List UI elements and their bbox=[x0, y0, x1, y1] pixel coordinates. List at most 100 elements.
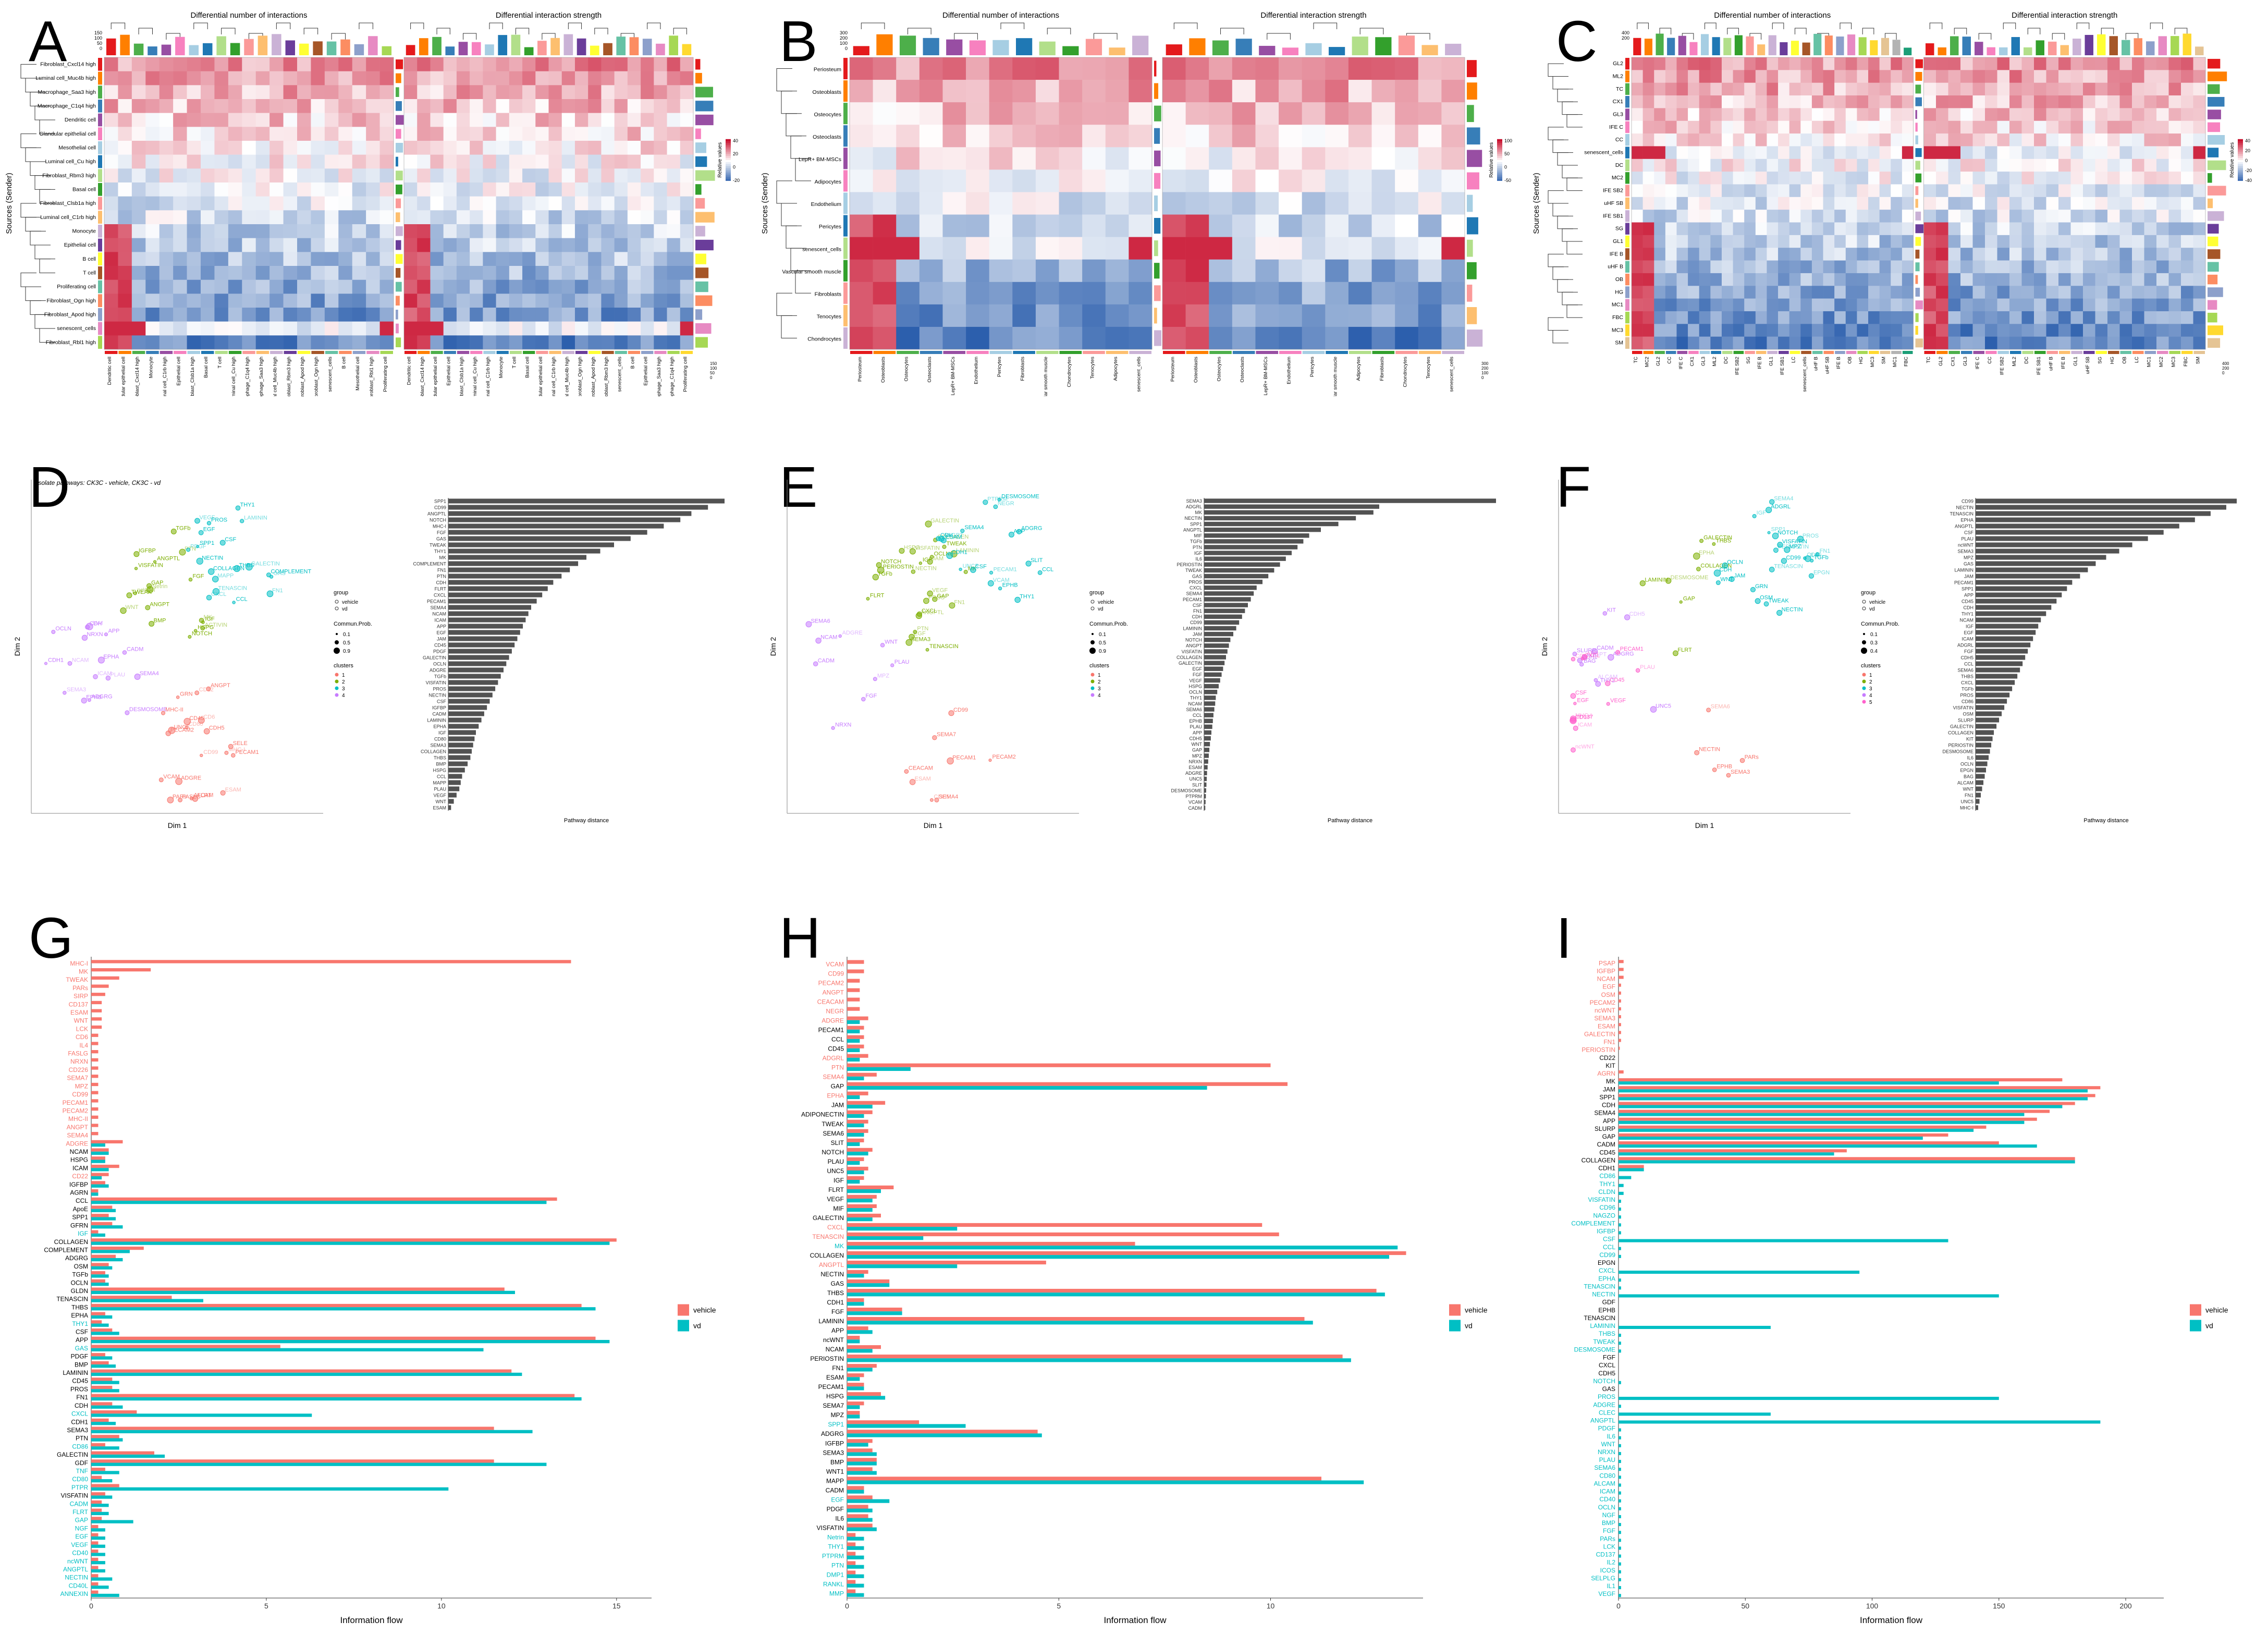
embedding-point bbox=[911, 569, 916, 574]
column-color-chip bbox=[1961, 351, 1972, 354]
column-dendrogram bbox=[410, 22, 687, 40]
flow-category-label: FN1 bbox=[1603, 1039, 1615, 1046]
column-label: T cell bbox=[217, 357, 223, 369]
heatmap-cell bbox=[1105, 169, 1129, 192]
column-color-chip bbox=[1767, 351, 1778, 354]
column-sum-bar bbox=[189, 45, 199, 55]
heatmap-cell bbox=[1699, 235, 1711, 248]
heatmap-cell bbox=[1632, 172, 1643, 185]
row-sum-bar bbox=[1915, 313, 1919, 322]
embedding-point bbox=[1706, 708, 1711, 713]
heatmap-cell bbox=[667, 308, 681, 322]
flow-bar-vehicle bbox=[847, 1251, 1406, 1255]
heatmap-cell bbox=[509, 210, 523, 225]
column-sum-bar bbox=[1421, 45, 1438, 55]
row-sum-bar bbox=[1467, 82, 1477, 100]
heatmap-cell bbox=[366, 71, 380, 86]
flow-bar-vd bbox=[847, 1274, 864, 1278]
heatmap-cell bbox=[509, 294, 523, 308]
heatmap-title-right: Differential interaction strength bbox=[496, 11, 602, 20]
heatmap-cell bbox=[654, 308, 667, 322]
heatmap-cell bbox=[1733, 248, 1745, 261]
column-sum-bar bbox=[1689, 42, 1698, 55]
heatmap-cell bbox=[1902, 286, 1914, 299]
heatmap-cell bbox=[145, 196, 160, 211]
distance-bar-label: KIT bbox=[1966, 737, 1974, 742]
flow-bar-vd bbox=[91, 1250, 130, 1253]
pathway-label: THY1 bbox=[240, 502, 254, 508]
pathway-label: NOTCH bbox=[192, 630, 212, 637]
column-sum-bar bbox=[471, 42, 481, 55]
heatmap-cell bbox=[1721, 184, 1733, 198]
heatmap-cell bbox=[2132, 146, 2144, 160]
heatmap-cell bbox=[366, 321, 380, 336]
column-label: Mesothelial cell bbox=[355, 357, 361, 391]
distance-bar bbox=[1976, 517, 2195, 522]
pathway-label: CEACAM bbox=[909, 765, 933, 772]
distance-bar bbox=[448, 780, 461, 785]
heatmap-cell bbox=[404, 224, 418, 238]
embedding-point bbox=[81, 635, 88, 641]
column-sum-bar bbox=[923, 38, 939, 55]
column-sum-bar bbox=[1085, 39, 1102, 55]
distance-bar bbox=[448, 699, 490, 704]
column-dendrogram bbox=[111, 22, 373, 40]
distance-bar bbox=[1204, 551, 1292, 555]
flow-bar-vd bbox=[847, 1537, 864, 1541]
flow-bar-vd bbox=[1619, 1523, 1621, 1527]
flow-category-label: CLEC bbox=[1599, 1409, 1615, 1416]
heatmap-cell bbox=[1371, 237, 1395, 260]
distance-bar bbox=[1204, 545, 1298, 550]
heatmap-cell bbox=[2168, 70, 2181, 83]
column-sum-bar bbox=[2109, 36, 2118, 55]
heatmap-cell bbox=[1035, 147, 1059, 170]
heatmap-cell bbox=[1082, 304, 1106, 327]
heatmap-cell bbox=[1209, 169, 1233, 192]
heatmap-cell bbox=[1733, 133, 1745, 147]
heatmap-cell bbox=[173, 335, 187, 350]
heatmap-cell bbox=[159, 252, 174, 266]
heatmap-cell bbox=[1811, 57, 1823, 70]
heatmap-cell bbox=[1279, 237, 1302, 260]
heatmap-cell bbox=[118, 99, 132, 113]
flow-bar-vd bbox=[1619, 1554, 1621, 1558]
legend-prob-symbol bbox=[334, 648, 340, 654]
heatmap-cell bbox=[654, 57, 667, 71]
legend-gradient-step bbox=[726, 145, 731, 148]
row-sum-bar bbox=[1915, 237, 1921, 246]
flow-bar-vehicle bbox=[1619, 983, 1621, 987]
heatmap-cell bbox=[1688, 324, 1700, 337]
legend-label-vd: vd bbox=[2205, 1322, 2213, 1330]
legend-gradient-step bbox=[2238, 164, 2243, 166]
dendrogram-branch bbox=[2076, 22, 2090, 29]
embedding-point bbox=[1025, 560, 1032, 567]
heatmap-cell bbox=[104, 238, 118, 252]
row-color-chip bbox=[843, 327, 848, 349]
heatmap-cell bbox=[1972, 324, 1985, 337]
flow-bar-vd bbox=[1619, 1507, 1621, 1510]
flow-bar-vehicle bbox=[91, 1500, 102, 1504]
heatmap-cells-right bbox=[1923, 57, 2206, 350]
heatmap-cell bbox=[1778, 108, 1789, 121]
heatmap-cell bbox=[1699, 324, 1711, 337]
legend-prob-title: Commun.Prob. bbox=[334, 621, 372, 627]
heatmap-cell bbox=[1676, 184, 1688, 198]
heatmap-cell bbox=[2193, 158, 2206, 172]
heatmap-cell bbox=[187, 141, 201, 155]
heatmap-cell bbox=[118, 252, 132, 266]
legend-cluster-symbol bbox=[1090, 673, 1095, 677]
heatmap-cell bbox=[1755, 133, 1767, 147]
heatmap-cell bbox=[1699, 336, 1711, 350]
legend-tick-secondary: 300 bbox=[1481, 361, 1489, 366]
row-sum-bar bbox=[2208, 58, 2221, 69]
flow-category-label: TNF bbox=[76, 1467, 88, 1474]
heatmap-cell bbox=[1767, 324, 1779, 337]
column-color-chip bbox=[339, 351, 352, 354]
distance-bar bbox=[448, 574, 562, 579]
heatmap-cell bbox=[1960, 95, 1973, 108]
heatmap-cell bbox=[1105, 102, 1129, 125]
heatmap-cell bbox=[483, 279, 496, 294]
heatmap-cell bbox=[118, 308, 132, 322]
heatmap-cell bbox=[1857, 273, 1869, 286]
heatmap-cell bbox=[1441, 169, 1465, 192]
